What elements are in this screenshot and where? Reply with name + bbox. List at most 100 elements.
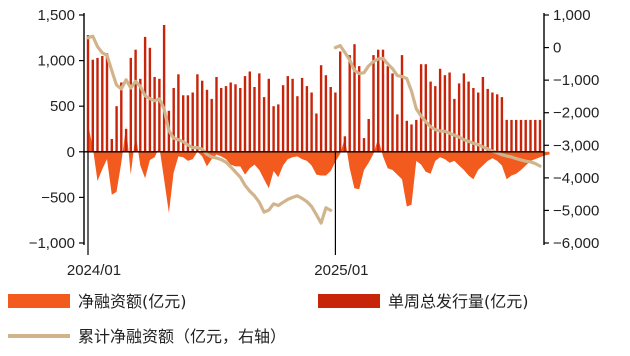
weekly-issuance-bars — [86, 25, 542, 152]
issuance-bar — [139, 78, 142, 152]
issuance-bar — [429, 81, 432, 152]
issuance-bar — [196, 74, 199, 152]
issuance-bar — [310, 92, 313, 152]
issuance-bar — [296, 96, 299, 152]
issuance-bar — [305, 86, 309, 152]
issuance-bar — [377, 49, 380, 152]
legend-label-3: 累计净融资额（亿元，右轴） — [78, 327, 286, 346]
issuance-bar — [424, 64, 427, 152]
issuance-bar — [381, 49, 385, 152]
issuance-bar — [467, 81, 470, 152]
issuance-bar — [281, 85, 285, 152]
issuance-bar — [229, 82, 232, 152]
legend: 净融资额(亿元) 单周总发行量(亿元) 累计净融资额（亿元，右轴） — [8, 292, 529, 346]
right-axis-tick-label: 1,000 — [553, 7, 591, 24]
issuance-bar — [186, 95, 190, 152]
legend-swatch-2 — [318, 294, 380, 308]
issuance-bar — [315, 113, 318, 152]
right-axis-tick-label: −5,000 — [553, 202, 599, 219]
issuance-bar — [267, 78, 270, 152]
issuance-bar — [358, 66, 361, 152]
right-axis-tick-label: −2,000 — [553, 105, 599, 122]
issuance-bar — [339, 51, 342, 152]
issuance-bar — [491, 92, 494, 152]
right-axis-tick-label: −1,000 — [553, 72, 599, 89]
issuance-bar — [177, 74, 180, 152]
issuance-bar — [115, 106, 118, 152]
issuance-bar — [248, 71, 251, 152]
cumulative-net-financing-line-2 — [333, 43, 542, 168]
issuance-bar — [348, 55, 351, 152]
issuance-bar — [153, 77, 156, 152]
issuance-bar — [372, 55, 375, 152]
left-axis-tick-label: −500 — [41, 189, 75, 206]
x-axis-tick-label: 2025/01 — [314, 262, 368, 279]
issuance-bar — [96, 57, 99, 152]
issuance-bar — [224, 86, 228, 152]
issuance-bar — [182, 95, 185, 152]
x-axis-tick-label: 2024/01 — [67, 262, 121, 279]
issuance-bar — [86, 35, 90, 152]
issuance-bar — [91, 59, 94, 152]
left-axis-tick-label: 1,000 — [37, 53, 75, 70]
issuance-bar — [134, 49, 137, 152]
left-axis-tick-label: 1,500 — [37, 7, 75, 24]
issuance-bar — [415, 119, 418, 152]
issuance-bar — [101, 56, 104, 152]
left-axis-tick-label: 500 — [50, 98, 75, 115]
issuance-bar — [215, 77, 218, 152]
issuance-bar — [529, 119, 532, 152]
issuance-bar — [419, 64, 423, 152]
issuance-bar — [362, 138, 366, 152]
issuance-bar — [158, 78, 161, 152]
issuance-bar — [324, 75, 328, 152]
legend-label-2: 单周总发行量(亿元) — [388, 292, 529, 311]
issuance-bar — [353, 44, 356, 152]
cumulative-net-financing-lines — [86, 34, 542, 225]
net-financing-area-group — [88, 124, 550, 213]
issuance-bar — [319, 65, 323, 152]
issuance-bar — [120, 82, 123, 152]
issuance-bar — [510, 119, 513, 152]
issuance-bar — [291, 78, 294, 152]
issuance-bar — [105, 53, 109, 152]
issuance-bar — [515, 119, 518, 152]
issuance-bar — [258, 73, 261, 152]
issuance-bar — [524, 119, 527, 152]
right-axis-tick-label: 0 — [553, 40, 561, 57]
issuance-bar — [129, 57, 132, 152]
left-axis-tick-label: −1,000 — [29, 235, 75, 252]
issuance-bar — [400, 55, 404, 152]
cumulative-net-financing-line-1 — [86, 34, 333, 225]
issuance-bar — [477, 92, 480, 152]
issuance-bar — [486, 88, 489, 152]
issuance-bar — [434, 86, 437, 152]
issuance-bar — [386, 66, 389, 152]
issuance-bar — [443, 75, 447, 152]
right-axis-tick-label: −4,000 — [553, 170, 599, 187]
issuance-bar — [272, 106, 275, 152]
issuance-bar — [453, 98, 456, 152]
net-financing-area — [88, 124, 550, 213]
issuance-bar — [505, 119, 508, 152]
issuance-bar — [334, 92, 337, 152]
issuance-bar — [396, 114, 399, 152]
issuance-bar — [162, 25, 166, 152]
issuance-bar — [438, 68, 442, 152]
left-axis-tick-label: 0 — [67, 144, 75, 161]
issuance-bar — [201, 80, 204, 152]
issuance-bar — [234, 84, 237, 152]
issuance-bar — [286, 76, 289, 152]
issuance-bar — [462, 73, 466, 152]
issuance-bar — [391, 73, 394, 152]
issuance-bar — [191, 92, 194, 152]
issuance-bar — [519, 119, 523, 152]
issuance-bar — [220, 88, 223, 152]
issuance-bar — [481, 77, 485, 152]
legend-swatch-1 — [8, 294, 70, 308]
issuance-bar — [448, 72, 451, 152]
issuance-bar — [534, 119, 537, 152]
issuance-bar — [367, 119, 370, 152]
issuance-bar — [239, 88, 242, 152]
